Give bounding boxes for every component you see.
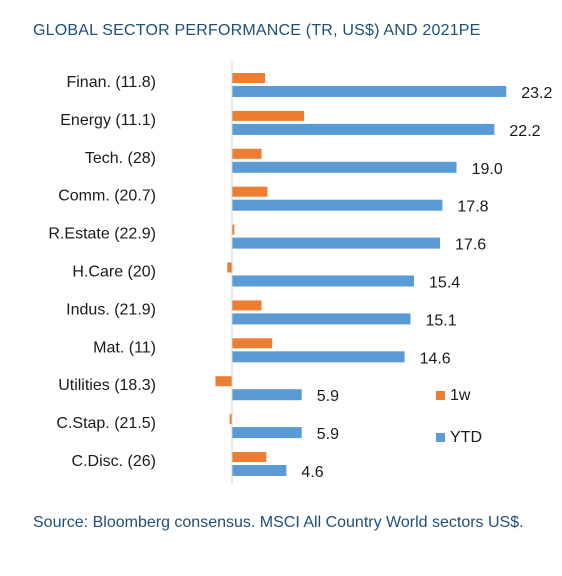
bar-ytd: [232, 123, 495, 135]
bar-ytd: [232, 313, 411, 325]
data-label-ytd: 15.1: [425, 312, 456, 329]
bar-ytd: [232, 389, 302, 401]
bars-layer: [215, 73, 507, 476]
bar-ytd: [232, 86, 507, 97]
bar-1w: [232, 338, 273, 349]
data-label-ytd: 23.2: [521, 85, 552, 102]
data-label-ytd: 5.9: [317, 426, 339, 443]
data-label-ytd: 14.6: [420, 350, 451, 367]
chart-title: GLOBAL SECTOR PERFORMANCE (TR, US$) AND …: [33, 22, 481, 39]
category-label: Tech. (28): [85, 150, 156, 167]
category-label: Mat. (11): [93, 339, 156, 356]
data-label-ytd: 15.4: [429, 275, 460, 292]
bar-ytd: [232, 237, 441, 249]
data-label-ytd: 4.6: [301, 464, 323, 481]
source-note: Source: Bloomberg consensus. MSCI All Co…: [33, 514, 524, 531]
bar-1w: [232, 300, 262, 311]
bar-1w: [227, 262, 232, 273]
data-label-ytd: 17.6: [455, 237, 486, 254]
category-label: Utilities (18.3): [58, 377, 156, 394]
bar-ytd: [232, 427, 302, 439]
data-label-ytd: 22.2: [509, 123, 540, 140]
category-label: C.Disc. (26): [72, 453, 156, 470]
bar-1w: [232, 452, 267, 462]
bar-1w: [215, 376, 232, 387]
legend: 1w YTD: [436, 387, 482, 446]
bar-1w: [229, 414, 232, 425]
bar-1w: [232, 73, 266, 83]
legend-label: 1w: [450, 387, 471, 404]
category-label: Finan. (11.8): [66, 74, 156, 91]
data-label-ytd: 5.9: [317, 388, 339, 405]
bar-ytd: [232, 161, 457, 173]
bar-1w: [232, 224, 235, 235]
legend-label: YTD: [450, 429, 482, 446]
bar-ytd: [232, 275, 415, 287]
category-label: Energy (11.1): [60, 112, 156, 129]
labels-layer: Finan. (11.8) 23.2 Energy (11.1) 22.2 Tech. …: [48, 74, 552, 481]
legend-swatch: [436, 433, 445, 442]
category-label: Comm. (20.7): [58, 188, 156, 205]
bar-ytd: [232, 351, 405, 363]
category-label: C.Stap. (21.5): [56, 415, 156, 432]
category-label: Indus. (21.9): [66, 301, 156, 318]
bar-1w: [232, 148, 262, 159]
category-label: H.Care (20): [72, 264, 156, 281]
bar-1w: [232, 186, 268, 197]
category-label: R.Estate (22.9): [48, 226, 156, 243]
data-label-ytd: 17.8: [457, 199, 488, 216]
bar-ytd: [232, 199, 443, 211]
legend-swatch: [436, 391, 445, 400]
bar-ytd: [232, 465, 287, 476]
bar-1w: [232, 110, 305, 121]
data-label-ytd: 19.0: [472, 161, 503, 178]
